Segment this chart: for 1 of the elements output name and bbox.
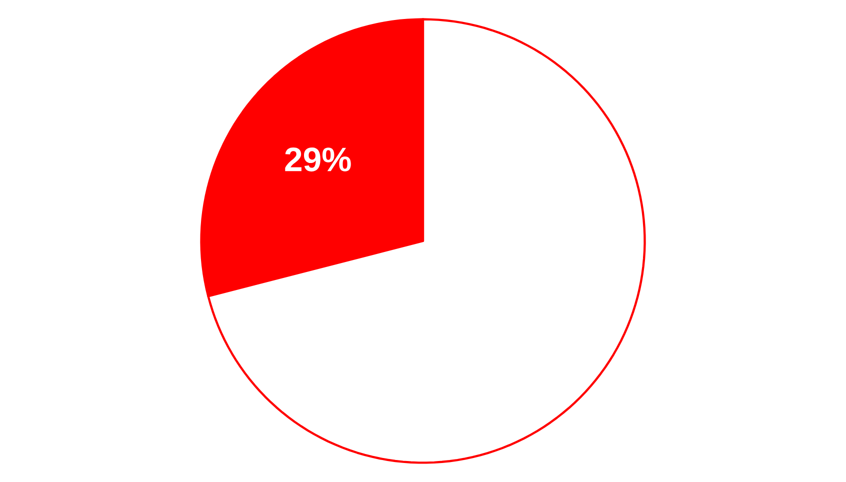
data-label: 29% (285, 147, 351, 172)
